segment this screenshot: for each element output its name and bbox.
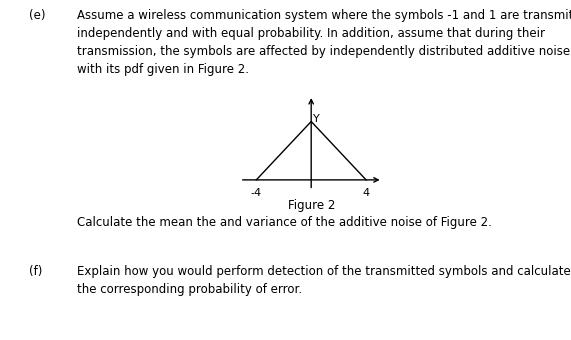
Text: 4: 4 [363, 188, 369, 198]
Text: Figure 2: Figure 2 [288, 199, 335, 212]
Text: (e): (e) [29, 8, 45, 21]
Text: Calculate the mean the and variance of the additive noise of Figure 2.: Calculate the mean the and variance of t… [77, 216, 492, 229]
Text: (f): (f) [29, 265, 42, 278]
Text: Y: Y [313, 115, 320, 124]
Text: -4: -4 [251, 188, 262, 198]
Text: Explain how you would perform detection of the transmitted symbols and calculate: Explain how you would perform detection … [77, 265, 571, 296]
Text: Assume a wireless communication system where the symbols -1 and 1 are transmitte: Assume a wireless communication system w… [77, 8, 571, 75]
